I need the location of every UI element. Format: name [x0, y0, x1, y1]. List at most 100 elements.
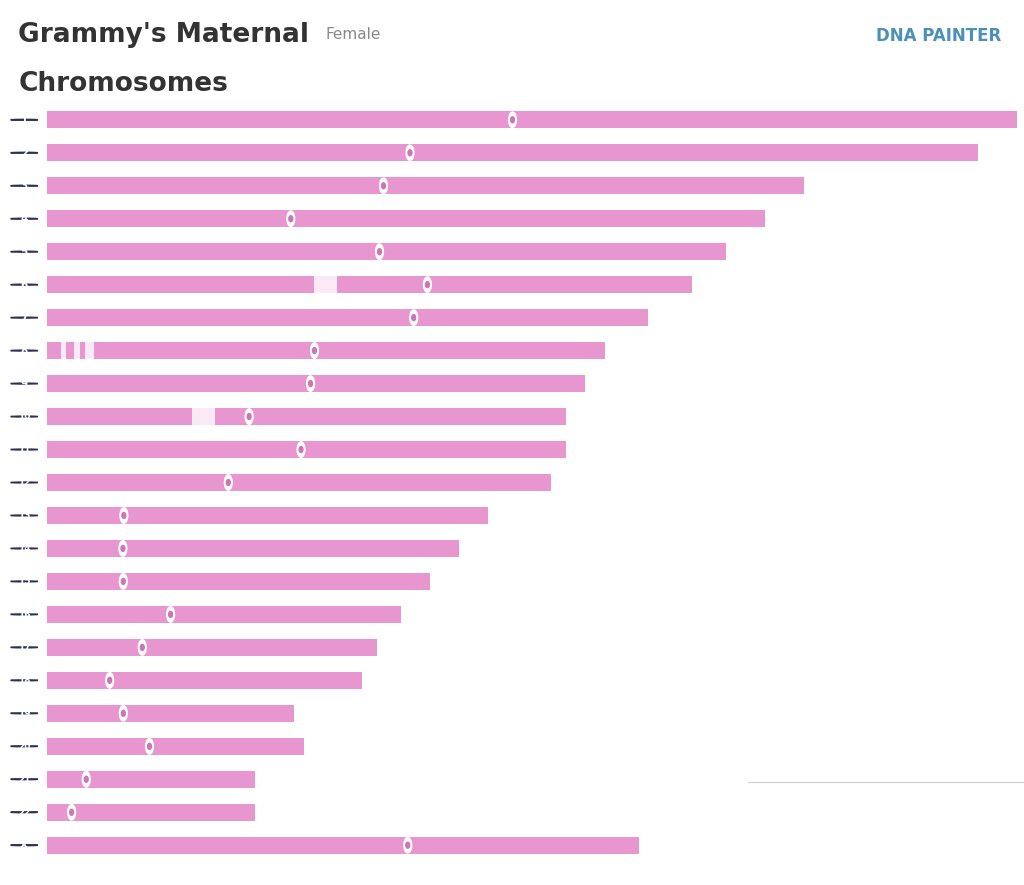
Bar	[46, 704, 294, 722]
Text: 99%  /302 segments: 99% /302 segments	[468, 27, 610, 40]
Bar	[46, 573, 430, 590]
Circle shape	[10, 845, 38, 846]
Ellipse shape	[299, 447, 303, 452]
Ellipse shape	[403, 837, 412, 853]
Ellipse shape	[121, 579, 125, 584]
Text: 16: 16	[18, 610, 31, 619]
Ellipse shape	[382, 182, 385, 189]
Text: 1: 1	[20, 115, 28, 125]
Text: 19: 19	[18, 709, 31, 718]
Ellipse shape	[376, 244, 383, 259]
Circle shape	[10, 449, 38, 450]
Text: 20: 20	[18, 742, 31, 750]
Ellipse shape	[247, 413, 251, 419]
Ellipse shape	[511, 117, 514, 123]
Ellipse shape	[121, 545, 125, 551]
Bar	[46, 836, 639, 854]
Text: 18: 18	[18, 676, 31, 685]
Ellipse shape	[406, 843, 410, 848]
Ellipse shape	[310, 342, 318, 358]
Circle shape	[10, 746, 38, 747]
Text: 12: 12	[18, 478, 31, 487]
Bar	[46, 243, 726, 260]
Ellipse shape	[312, 348, 316, 354]
Ellipse shape	[169, 612, 172, 618]
Bar	[46, 507, 488, 524]
Ellipse shape	[408, 150, 412, 156]
Ellipse shape	[108, 677, 112, 683]
Ellipse shape	[289, 216, 293, 222]
Text: X: X	[20, 840, 29, 850]
Text: 7: 7	[20, 312, 28, 323]
Ellipse shape	[140, 644, 144, 650]
Text: DNA PAINTER: DNA PAINTER	[877, 27, 1001, 44]
Text: Grammy's Maternal: Grammy's Maternal	[18, 22, 309, 48]
Ellipse shape	[412, 315, 416, 320]
Circle shape	[10, 416, 38, 417]
Text: 11: 11	[18, 445, 31, 454]
Text: 21: 21	[18, 774, 31, 784]
Text: Maternal: ~: Maternal: ~	[386, 27, 464, 40]
Bar	[46, 144, 978, 161]
Ellipse shape	[407, 145, 414, 160]
Ellipse shape	[138, 640, 146, 655]
Circle shape	[10, 548, 38, 549]
Ellipse shape	[380, 178, 387, 194]
Circle shape	[10, 779, 38, 780]
Ellipse shape	[226, 480, 230, 486]
Ellipse shape	[68, 804, 76, 820]
Text: 22: 22	[18, 808, 31, 817]
Circle shape	[10, 350, 38, 351]
Bar	[46, 804, 255, 820]
Ellipse shape	[145, 739, 154, 754]
Ellipse shape	[410, 310, 418, 326]
Bar	[46, 672, 362, 689]
Ellipse shape	[105, 673, 114, 688]
Bar	[46, 540, 459, 557]
Circle shape	[10, 680, 38, 681]
Ellipse shape	[306, 376, 314, 391]
Ellipse shape	[224, 474, 232, 490]
Ellipse shape	[120, 573, 127, 589]
Text: 5: 5	[20, 247, 28, 257]
Bar	[46, 112, 1017, 128]
Bar	[46, 375, 586, 392]
Ellipse shape	[122, 512, 126, 519]
Circle shape	[10, 152, 38, 153]
Text: 14: 14	[18, 544, 31, 553]
Bar	[46, 177, 804, 195]
Ellipse shape	[122, 711, 125, 716]
Bar	[46, 771, 255, 788]
Ellipse shape	[120, 705, 127, 721]
Bar	[46, 441, 566, 458]
Circle shape	[10, 119, 38, 120]
Ellipse shape	[119, 541, 127, 556]
Text: 6: 6	[20, 280, 28, 289]
Bar	[314, 276, 337, 293]
Ellipse shape	[378, 249, 382, 255]
Ellipse shape	[425, 281, 429, 288]
Bar	[60, 342, 67, 359]
Bar	[75, 342, 80, 359]
Text: 9: 9	[20, 379, 28, 389]
Ellipse shape	[120, 508, 128, 523]
Ellipse shape	[147, 743, 152, 750]
Text: Chromosomes: Chromosomes	[18, 71, 228, 96]
Bar	[85, 342, 94, 359]
Bar	[46, 210, 765, 227]
Circle shape	[10, 284, 38, 285]
Bar	[46, 276, 692, 293]
Circle shape	[10, 482, 38, 483]
Text: 13: 13	[18, 511, 31, 520]
Bar	[191, 408, 215, 425]
Circle shape	[10, 185, 38, 186]
Bar	[46, 738, 304, 755]
Ellipse shape	[167, 607, 174, 622]
Text: 4: 4	[20, 213, 28, 224]
Bar	[46, 474, 551, 491]
Ellipse shape	[424, 277, 431, 292]
Circle shape	[10, 712, 38, 714]
Text: 3: 3	[20, 181, 28, 191]
Bar	[46, 639, 377, 656]
Text: 15: 15	[18, 577, 31, 586]
